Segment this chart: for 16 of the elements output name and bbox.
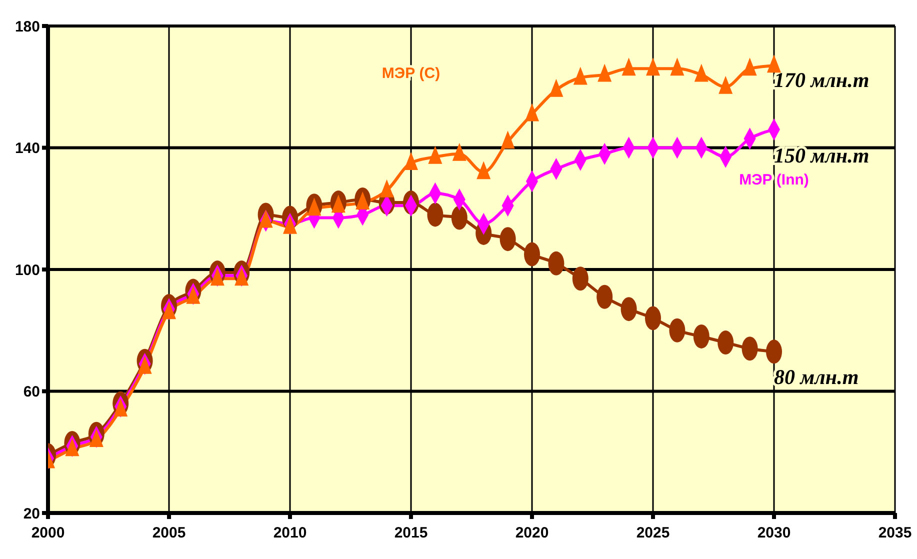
series-label: МЭР (Inn) [739,171,809,188]
x-tick-label: 2035 [878,524,912,542]
y-tick-label: 100 [14,262,40,279]
x-tick-label: 2005 [152,524,186,542]
x-tick-label: 2025 [636,524,670,542]
y-tick-label: 20 [23,505,40,522]
y-tick-label: 60 [23,384,40,401]
annotation: 150 млн.т [774,143,870,168]
x-tick-label: 2030 [757,524,791,542]
x-tick-label: 2015 [394,524,428,542]
x-tick-label: 2000 [31,524,65,542]
y-tick-label: 180 [14,18,40,36]
annotation: 170 млн.т [774,68,870,92]
y-tick-label: 140 [14,140,40,158]
x-tick-label: 2020 [515,524,549,542]
x-tick-label: 2010 [273,524,307,542]
